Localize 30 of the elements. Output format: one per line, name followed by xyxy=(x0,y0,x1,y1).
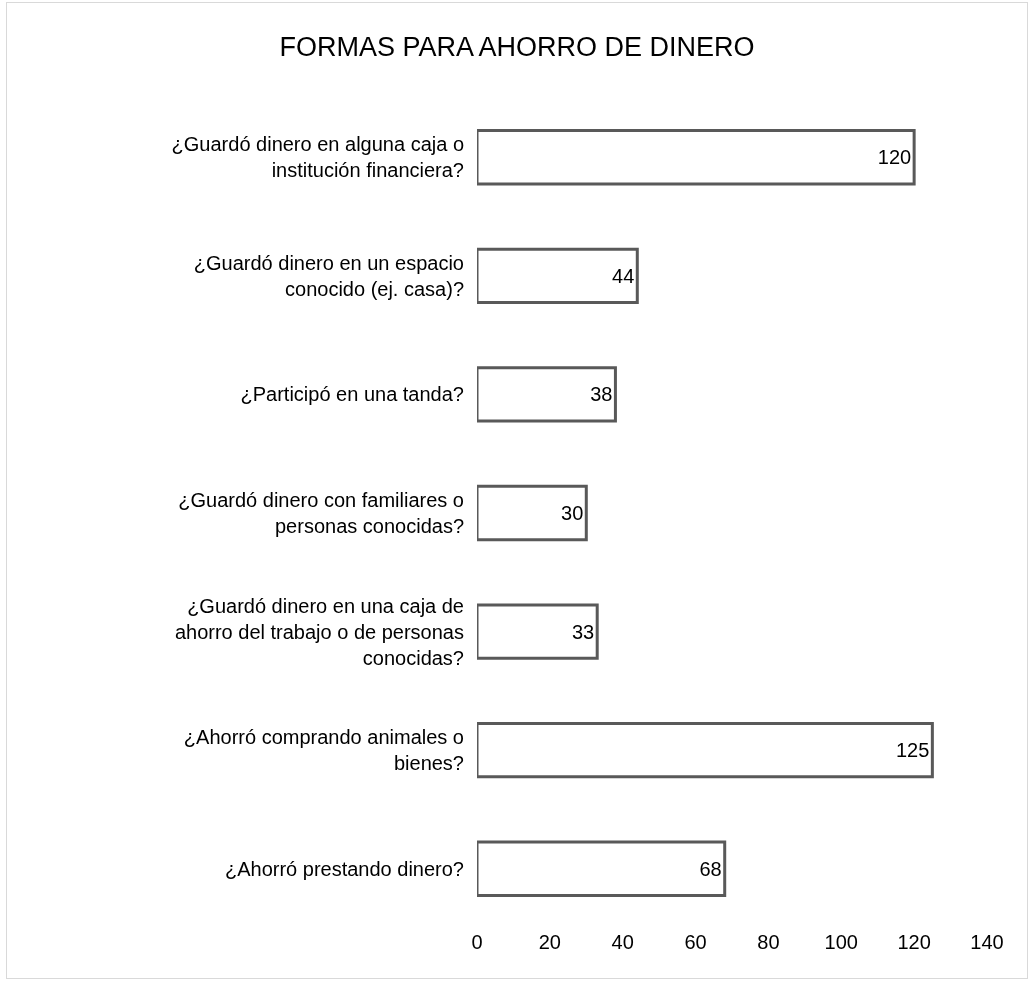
bar xyxy=(477,840,727,897)
data-label: 33 xyxy=(571,620,595,643)
x-tick-label: 100 xyxy=(824,931,858,953)
y-tick-label: ¿Guardó dinero en alguna caja o institución financiera? xyxy=(171,133,464,182)
y-tick-label: ¿Ahorró prestando dinero? xyxy=(224,857,464,880)
bar xyxy=(477,484,588,542)
y-tick-label: ¿Ahorró comprando animales o bienes? xyxy=(183,726,464,775)
data-label: 44 xyxy=(612,264,635,287)
y-tick-label: ¿Guardó dinero con familiares o personas conocidas? xyxy=(178,489,464,537)
y-tick-label: ¿Participó en una tanda? xyxy=(240,383,464,406)
bar xyxy=(477,129,916,186)
y-tick-label: ¿Guardó dinero en una caja de ahorro del trabajo o de personas conocidas? xyxy=(174,594,464,669)
bar xyxy=(477,366,617,423)
x-tick-label: 40 xyxy=(611,931,634,953)
x-tick-label: 60 xyxy=(684,931,707,953)
data-label: 68 xyxy=(699,857,722,880)
x-tick-label: 0 xyxy=(471,931,483,953)
x-tick-label: 20 xyxy=(538,931,561,953)
bar xyxy=(477,247,639,305)
x-tick-label: 140 xyxy=(970,931,1004,953)
bar xyxy=(477,721,934,779)
y-tick-label: ¿Guardó dinero en un espacio conocido (ej. casa)? xyxy=(193,251,464,300)
data-label: 125 xyxy=(895,739,930,762)
x-tick-label: 120 xyxy=(897,931,931,953)
x-tick-label: 80 xyxy=(757,931,780,953)
chart-title: FORMAS PARA AHORRO DE DINERO xyxy=(279,32,755,63)
bar xyxy=(477,603,599,660)
data-label: 38 xyxy=(590,383,613,406)
data-label: 120 xyxy=(877,146,912,169)
data-label: 30 xyxy=(561,502,584,524)
